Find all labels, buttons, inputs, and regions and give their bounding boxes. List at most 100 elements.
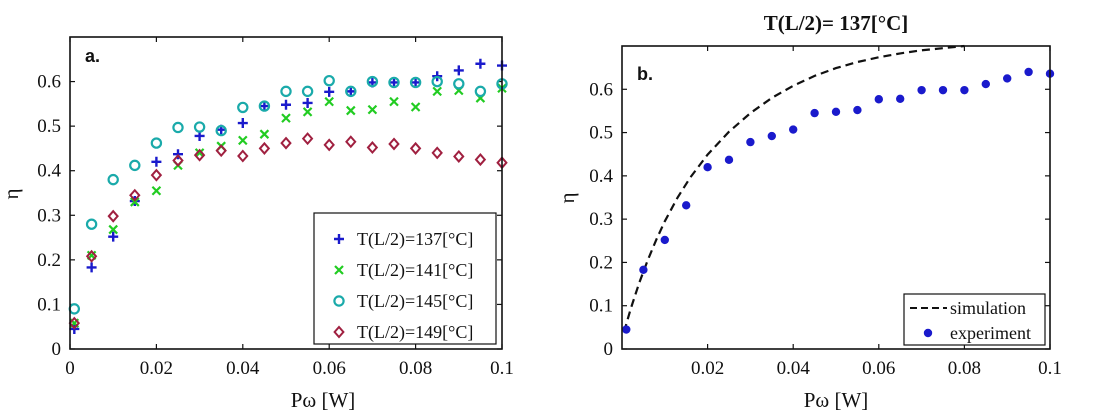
data-point-plus <box>151 156 162 167</box>
data-point-diamond <box>409 141 422 155</box>
data-point-x <box>281 113 291 123</box>
data-point-plus <box>259 101 270 112</box>
data-point-diamond <box>323 138 335 152</box>
data-point-diamond <box>172 153 184 167</box>
data-point-star <box>917 85 926 95</box>
data-point-diamond <box>129 188 141 202</box>
data-point-plus <box>237 118 248 129</box>
legend-symbol-star <box>923 328 933 338</box>
data-point-circle <box>366 75 379 88</box>
legend-marker-141 <box>334 265 344 275</box>
xtick-label: 0.02 <box>140 358 173 379</box>
data-point-x <box>108 224 118 235</box>
legend-label-145: T(L/2)=145[°C] <box>357 291 473 312</box>
data-point-x <box>346 105 356 116</box>
data-point-circle <box>68 303 81 315</box>
simulation-line <box>623 44 965 333</box>
data-point-x <box>151 185 162 196</box>
data-point-circle <box>409 76 422 89</box>
data-point-plus <box>108 231 119 242</box>
ytick-label: 0.1 <box>589 296 613 317</box>
data-point-x <box>324 96 334 107</box>
data-point-star <box>874 95 884 104</box>
panel-b-xlabel: Pω [W] <box>804 388 869 412</box>
data-point-star <box>853 105 862 115</box>
data-point-diamond <box>345 135 357 149</box>
legend-marker-149 <box>333 325 345 339</box>
panel-a-xlabel: Pω [W] <box>291 388 356 412</box>
data-point-circle <box>85 218 98 230</box>
data-point-star <box>896 94 905 104</box>
ytick-label: 0.1 <box>37 294 61 315</box>
panel-a-ylabel: η <box>0 189 23 200</box>
data-point-x <box>410 102 421 112</box>
ytick-label: 0.4 <box>589 166 613 187</box>
legend-symbol-plus <box>334 234 344 244</box>
legend-symbol-diamond <box>333 325 345 339</box>
ytick-label: 0.3 <box>589 209 613 230</box>
data-point-diamond <box>150 168 163 182</box>
data-point-star <box>746 137 755 147</box>
data-point-star <box>724 155 734 165</box>
legend-marker-145 <box>333 295 345 307</box>
data-point-circle <box>431 75 443 88</box>
xtick-label: 0.1 <box>1038 358 1062 379</box>
data-point-diamond <box>280 136 292 150</box>
data-point-diamond <box>258 141 271 155</box>
panel-b-marks <box>622 44 1055 334</box>
data-point-x <box>238 135 248 146</box>
xtick-label: 0.04 <box>777 358 811 379</box>
ytick-label: 0 <box>52 339 62 360</box>
ytick-label: 0.5 <box>37 116 61 137</box>
panel-b-frame <box>621 45 1051 350</box>
data-point-diamond <box>366 141 379 155</box>
data-point-circle <box>474 85 487 98</box>
legend-symbol-x <box>334 265 344 275</box>
panel-a-ticks: 0 0.1 0.2 0.3 0.4 0.5 0.6 0 0.02 0.04 0.06 0.08 0.1 <box>37 37 514 379</box>
ytick-label: 0.5 <box>589 123 613 144</box>
data-point-circle <box>172 121 184 134</box>
data-point-plus <box>281 99 291 110</box>
data-point-x <box>432 86 442 97</box>
data-point-star <box>703 162 712 172</box>
data-point-plus <box>453 65 464 76</box>
legend-marker-137 <box>334 234 344 244</box>
data-point-circle <box>129 159 141 172</box>
data-point-diamond <box>453 149 465 163</box>
panel-a-label: a. <box>85 46 100 66</box>
panel-b-ylabel: η <box>555 193 579 204</box>
ytick-label: 0.2 <box>37 250 61 271</box>
data-point-circle <box>453 78 465 90</box>
panel-a: a. η Pω [W] 0 0.1 0.2 0.3 0.4 0.5 0.6 0 0.02 0.04… <box>0 36 514 412</box>
legend-symbol-circle <box>333 295 345 307</box>
data-point-circle <box>215 124 227 137</box>
data-point-x <box>302 107 313 117</box>
panel-a-frame <box>69 36 503 350</box>
panel-b-ticks: 0 0.1 0.2 0.3 0.4 0.5 0.6 0.02 0.04 0.06 0.08 0.1 <box>589 46 1062 379</box>
panel-b-legend: simulation experiment <box>903 293 1046 346</box>
data-point-circle <box>280 85 292 98</box>
data-point-x <box>130 197 140 207</box>
data-point-star <box>831 107 841 116</box>
ytick-label: 0.6 <box>589 79 613 100</box>
data-point-star <box>960 85 969 95</box>
ytick-label: 0.2 <box>589 252 613 273</box>
legend-label-experiment: experiment <box>950 323 1031 343</box>
ytick-label: 0 <box>604 339 614 360</box>
data-point-circle <box>150 137 163 149</box>
data-point-plus <box>410 77 421 88</box>
ytick-label: 0.4 <box>37 161 61 182</box>
data-point-star <box>622 325 631 334</box>
panel-b: T(L/2)= 137[°C] b. η Pω [W] 0 0.1 0.2 0.3 0.… <box>555 11 1062 412</box>
data-point-plus <box>345 86 356 97</box>
panel-a-legend-box <box>313 212 497 345</box>
data-point-diamond <box>237 149 249 163</box>
panel-a-legend: T(L/2)=137[°C] T(L/2)=141[°C] T(L/2)=145… <box>313 212 497 345</box>
data-point-diamond <box>474 153 487 167</box>
data-point-circle <box>193 121 206 133</box>
xtick-label: 0.04 <box>226 358 260 379</box>
data-point-plus <box>475 58 486 69</box>
data-point-x <box>259 129 270 139</box>
data-point-circle <box>323 74 335 87</box>
